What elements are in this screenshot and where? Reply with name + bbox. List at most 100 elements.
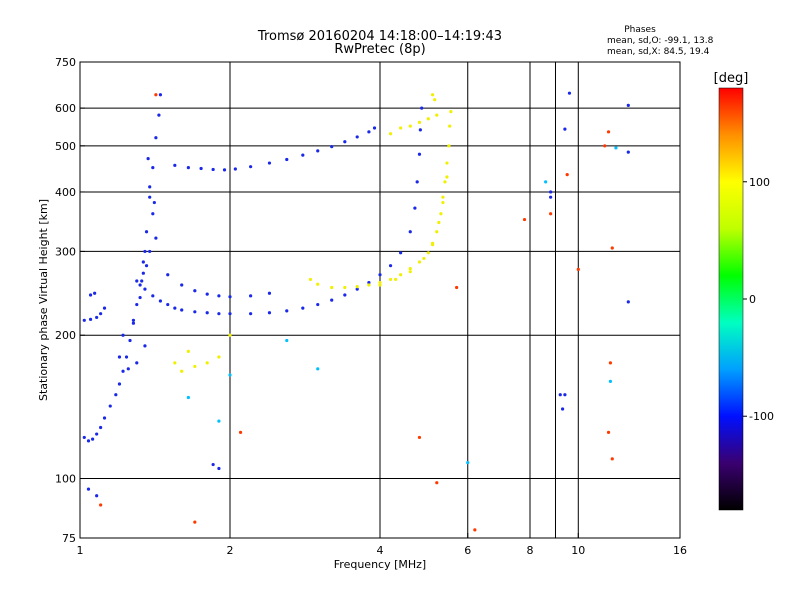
data-point bbox=[355, 135, 359, 139]
data-point bbox=[549, 195, 553, 199]
data-point bbox=[439, 212, 443, 216]
data-point bbox=[449, 110, 453, 114]
y-axis-label: Stationary phase Virtual Height [km] bbox=[37, 199, 50, 401]
data-point bbox=[626, 300, 630, 304]
data-point bbox=[544, 180, 548, 184]
data-point bbox=[608, 379, 613, 383]
data-point bbox=[606, 130, 611, 134]
data-point bbox=[99, 503, 103, 507]
x-tick-label: 2 bbox=[227, 544, 234, 557]
data-point bbox=[193, 289, 197, 293]
colorbar-tick-label: -100 bbox=[749, 410, 774, 423]
data-point bbox=[144, 230, 149, 234]
data-point bbox=[126, 367, 130, 371]
data-point bbox=[180, 308, 184, 312]
data-point bbox=[186, 349, 190, 353]
data-point bbox=[154, 236, 158, 240]
data-point bbox=[417, 260, 422, 264]
data-point bbox=[330, 298, 334, 302]
data-point bbox=[138, 295, 142, 300]
data-point bbox=[249, 294, 253, 298]
data-point bbox=[166, 273, 170, 277]
phases-mean-o: mean, sd,O: -99.1, 13.8 bbox=[607, 36, 714, 46]
data-point bbox=[316, 302, 320, 307]
data-point bbox=[394, 277, 398, 282]
data-point bbox=[408, 124, 412, 128]
data-point bbox=[217, 294, 221, 298]
data-point bbox=[606, 430, 611, 434]
data-point bbox=[367, 280, 371, 285]
data-point bbox=[448, 124, 452, 128]
data-point bbox=[180, 369, 184, 373]
y-tick-label: 300 bbox=[55, 245, 76, 258]
data-point bbox=[186, 395, 190, 400]
data-point bbox=[135, 302, 139, 307]
data-point bbox=[343, 285, 347, 290]
chart-title: Tromsø 20160204 14:18:00–14:19:43 bbox=[257, 29, 502, 44]
data-point bbox=[560, 407, 565, 411]
data-point bbox=[186, 166, 190, 170]
data-point bbox=[82, 435, 86, 440]
data-point bbox=[576, 267, 580, 272]
data-point bbox=[435, 230, 439, 234]
chart-subtitle: RwPretec (8p) bbox=[334, 42, 425, 57]
scatter-points bbox=[82, 91, 630, 532]
data-point bbox=[388, 132, 393, 136]
data-point bbox=[603, 144, 607, 148]
data-point bbox=[86, 487, 91, 491]
data-point bbox=[316, 367, 320, 371]
colorbar-label: [deg] bbox=[714, 71, 749, 86]
data-point bbox=[367, 283, 371, 287]
data-point bbox=[417, 120, 422, 124]
data-point bbox=[135, 279, 139, 283]
data-point bbox=[418, 128, 422, 132]
data-point bbox=[610, 246, 614, 250]
data-point bbox=[193, 520, 197, 524]
data-point bbox=[151, 294, 155, 298]
data-point bbox=[222, 168, 227, 172]
x-axis-ticks: 1 2 4 6 8 10 16 bbox=[77, 533, 687, 557]
data-point bbox=[193, 364, 197, 369]
data-point bbox=[141, 271, 145, 275]
data-point bbox=[285, 338, 289, 343]
data-point bbox=[343, 293, 347, 297]
data-point bbox=[378, 283, 382, 287]
data-point bbox=[308, 277, 313, 282]
data-point bbox=[563, 127, 567, 131]
data-point bbox=[140, 279, 144, 283]
data-point bbox=[228, 333, 232, 337]
data-point bbox=[205, 361, 209, 365]
data-point bbox=[146, 157, 150, 161]
data-point bbox=[267, 291, 272, 295]
data-point bbox=[549, 212, 553, 216]
data-point bbox=[211, 167, 215, 172]
data-point bbox=[367, 130, 371, 134]
data-point bbox=[466, 461, 470, 465]
data-point bbox=[437, 220, 441, 225]
data-point bbox=[420, 106, 424, 110]
data-point bbox=[135, 361, 139, 365]
data-point bbox=[316, 149, 320, 153]
data-point bbox=[388, 264, 393, 268]
data-point bbox=[141, 260, 145, 264]
data-point bbox=[158, 93, 163, 97]
data-point bbox=[88, 317, 93, 321]
data-point bbox=[614, 146, 618, 150]
data-point bbox=[143, 344, 147, 348]
data-point bbox=[117, 382, 122, 386]
data-point bbox=[205, 311, 209, 315]
data-point bbox=[249, 312, 253, 316]
data-point bbox=[166, 302, 170, 307]
data-point bbox=[316, 282, 320, 286]
data-point bbox=[102, 416, 107, 420]
data-point bbox=[193, 310, 197, 314]
data-point bbox=[435, 113, 439, 117]
data-point bbox=[473, 528, 477, 532]
data-point bbox=[217, 466, 221, 471]
data-point bbox=[86, 439, 91, 443]
data-point bbox=[355, 285, 359, 289]
data-point bbox=[143, 287, 147, 291]
data-point bbox=[158, 299, 163, 303]
data-point bbox=[301, 306, 305, 310]
